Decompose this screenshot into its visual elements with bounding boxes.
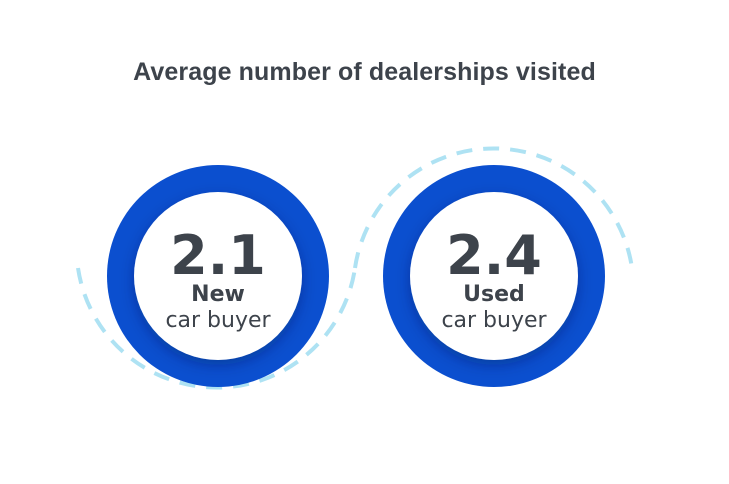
stat-label-strong: Used: [463, 282, 525, 307]
stat-label-strong: New: [191, 282, 245, 307]
stat-new-car-buyer: 2.1 New car buyer: [107, 165, 329, 387]
stat-label-light: car buyer: [441, 308, 547, 333]
stat-label-light: car buyer: [165, 308, 271, 333]
stat-value: 2.4: [446, 224, 542, 287]
chart-title: Average number of dealerships visited: [133, 58, 596, 86]
dashed-arc-left: [76, 267, 357, 390]
dashed-arc-right: [353, 146, 634, 269]
stat-inner-circle: [134, 192, 302, 360]
stat-value: 2.1: [170, 224, 266, 287]
stat-used-car-buyer: 2.4 Used car buyer: [383, 165, 605, 387]
stat-inner-circle: [410, 192, 578, 360]
